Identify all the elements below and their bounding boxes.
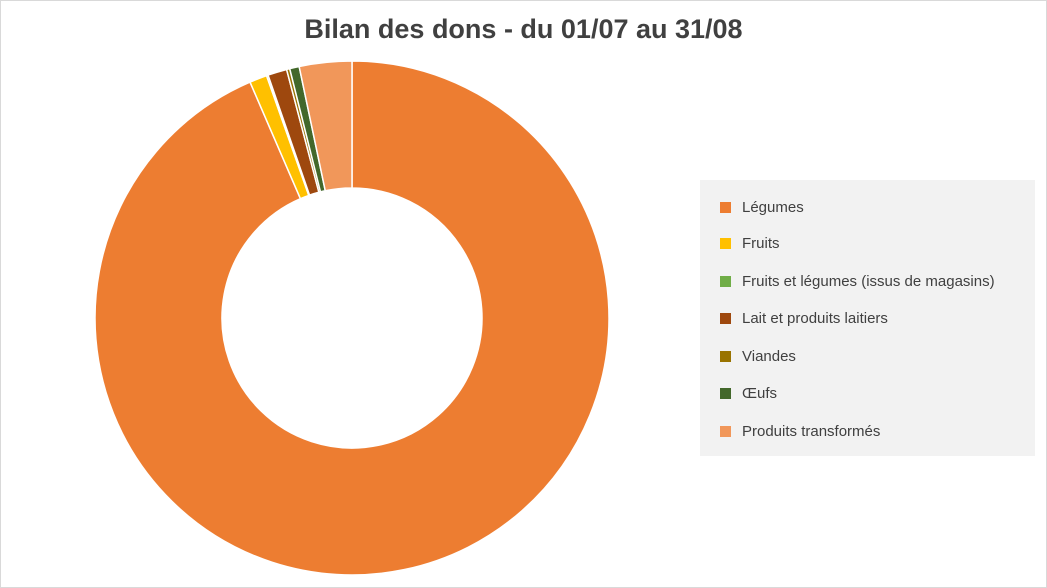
legend-swatch (720, 425, 731, 437)
legend-label: Produits transformés (742, 422, 881, 440)
legend-swatch (720, 312, 731, 324)
legend-label: Lait et produits laitiers (742, 309, 888, 327)
legend-swatch (720, 201, 731, 213)
donut-slice-6 (298, 60, 353, 192)
legend-label: Viandes (742, 347, 796, 365)
legend-item: Produits transformés (720, 421, 880, 441)
chart-title: Bilan des dons - du 01/07 au 31/08 (304, 14, 743, 44)
legend: Légumes Fruits Fruits et légumes (issus … (700, 180, 1035, 456)
legend-label: Fruits (742, 234, 780, 252)
legend-swatch (720, 350, 731, 362)
legend-item: Lait et produits laitiers (720, 308, 888, 328)
donut-slice-0 (94, 60, 610, 576)
legend-swatch (720, 275, 731, 287)
legend-item: Œufs (720, 383, 777, 403)
legend-item: Fruits (720, 233, 780, 253)
legend-item: Fruits et légumes (issus de magasins) (720, 271, 995, 291)
legend-label: Fruits et légumes (issus de magasins) (742, 272, 995, 290)
legend-swatch (720, 237, 731, 249)
legend-swatch (720, 387, 731, 399)
legend-item: Légumes (720, 197, 804, 217)
legend-item: Viandes (720, 346, 796, 366)
legend-label: Légumes (742, 198, 804, 216)
legend-label: Œufs (742, 384, 778, 402)
